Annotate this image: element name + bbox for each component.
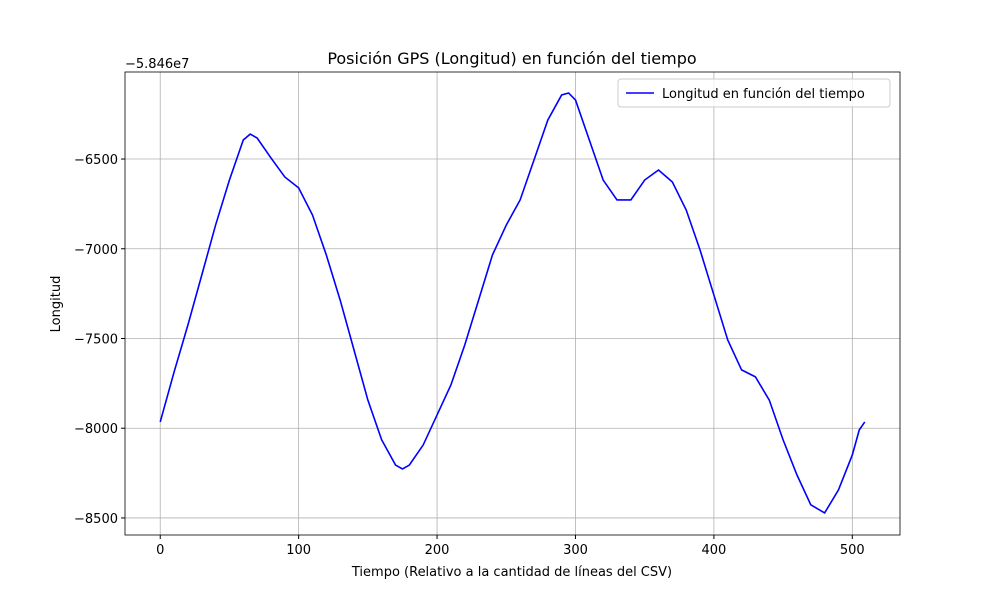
data-line: [159, 92, 866, 515]
x-tick-label: 300: [563, 543, 588, 558]
legend-label: Longitud en función del tiempo: [662, 87, 865, 102]
x-tick-label: 100: [286, 543, 311, 558]
x-axis-label: Tiempo (Relativo a la cantidad de líneas…: [351, 565, 672, 580]
x-tick-label: 0: [156, 543, 164, 558]
y-axis-label: Longitud: [49, 276, 64, 333]
y-tick-label: −7000: [74, 243, 118, 258]
chart-title: Posición GPS (Longitud) en función del t…: [327, 49, 696, 68]
y-offset-label: −5.846e7: [125, 57, 189, 72]
y-tick-label: −8000: [74, 422, 118, 437]
plot-frame: [124, 71, 901, 536]
x-tick-label: 400: [701, 543, 726, 558]
x-tick-label: 500: [840, 543, 865, 558]
y-tick-label: −7500: [74, 332, 118, 347]
x-tick-label: 200: [425, 543, 450, 558]
legend-box: [617, 78, 891, 108]
y-tick-label: −6500: [74, 153, 118, 168]
y-tick-label: −8500: [74, 512, 118, 527]
